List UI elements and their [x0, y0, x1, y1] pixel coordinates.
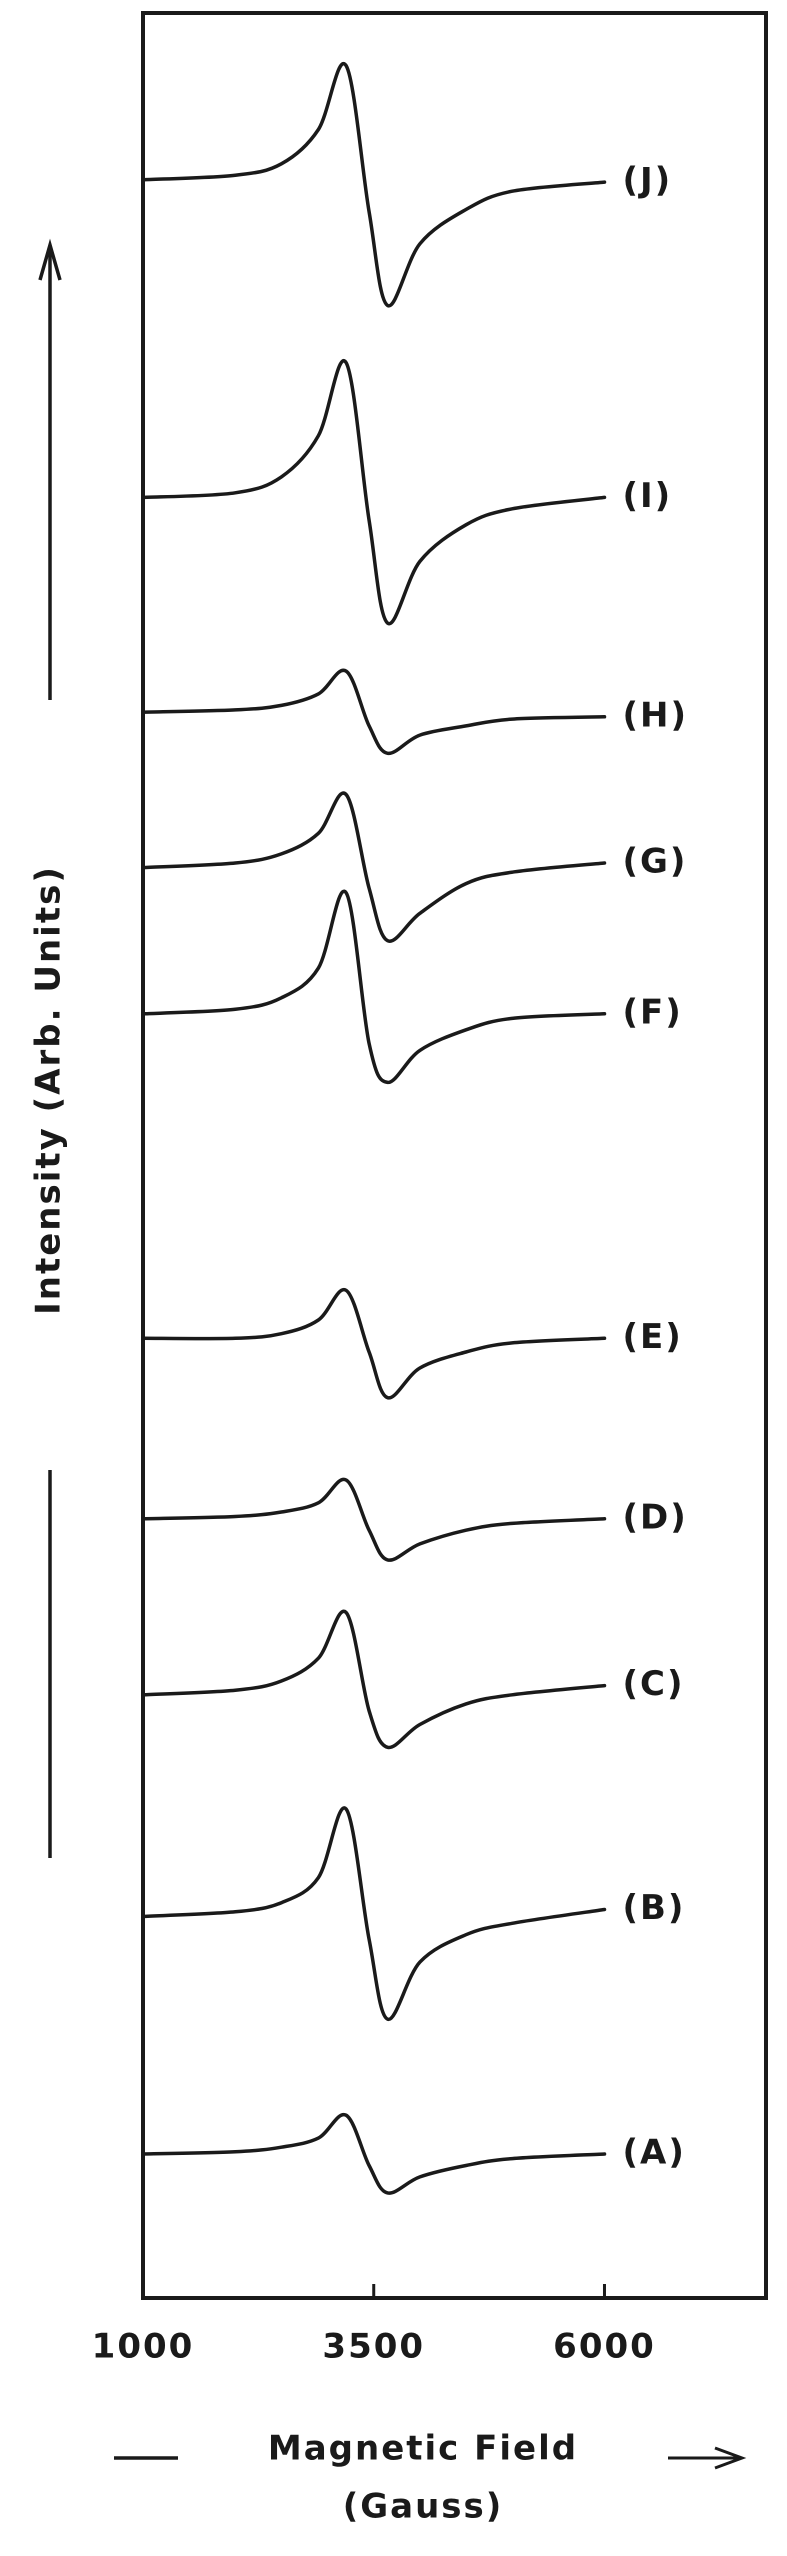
spectrum-curve [141, 668, 607, 756]
x-tick-label: 1000 [92, 2327, 195, 2367]
curve-label: (H) [622, 695, 688, 735]
spectrum-curve [141, 889, 607, 1085]
curve-label: (F) [622, 992, 682, 1032]
spectrum-curve [141, 1288, 607, 1400]
x-axis-title: Magnetic Field [268, 2429, 578, 2469]
curve-label: (E) [622, 1317, 682, 1357]
y-axis-title: Intensity (Arb. Units) [29, 865, 69, 1315]
curve-label: (A) [622, 2133, 685, 2173]
spectrum-curve [141, 358, 607, 626]
x-axis-unit: (Gauss) [343, 2487, 504, 2527]
curve-label: (G) [622, 842, 687, 882]
spectrum-curve [141, 1477, 607, 1562]
plot-frame [141, 11, 768, 2300]
curve-label: (B) [622, 1888, 685, 1928]
curve-label: (C) [622, 1664, 684, 1704]
x-tick-label: 3500 [322, 2327, 425, 2367]
spectrum-curve [141, 1806, 607, 2021]
curve-label: (J) [622, 161, 672, 201]
x-tick-label: 6000 [553, 2327, 656, 2367]
curve-label: (I) [622, 476, 672, 516]
spectrum-curve [141, 1609, 607, 1750]
curve-label: (D) [622, 1497, 687, 1537]
spectrum-curve [141, 791, 607, 943]
spectrum-curve [141, 2112, 607, 2195]
y-arrow-head [38, 238, 62, 281]
spectrum-curve [141, 61, 607, 308]
x-arrow-head [714, 2446, 747, 2470]
